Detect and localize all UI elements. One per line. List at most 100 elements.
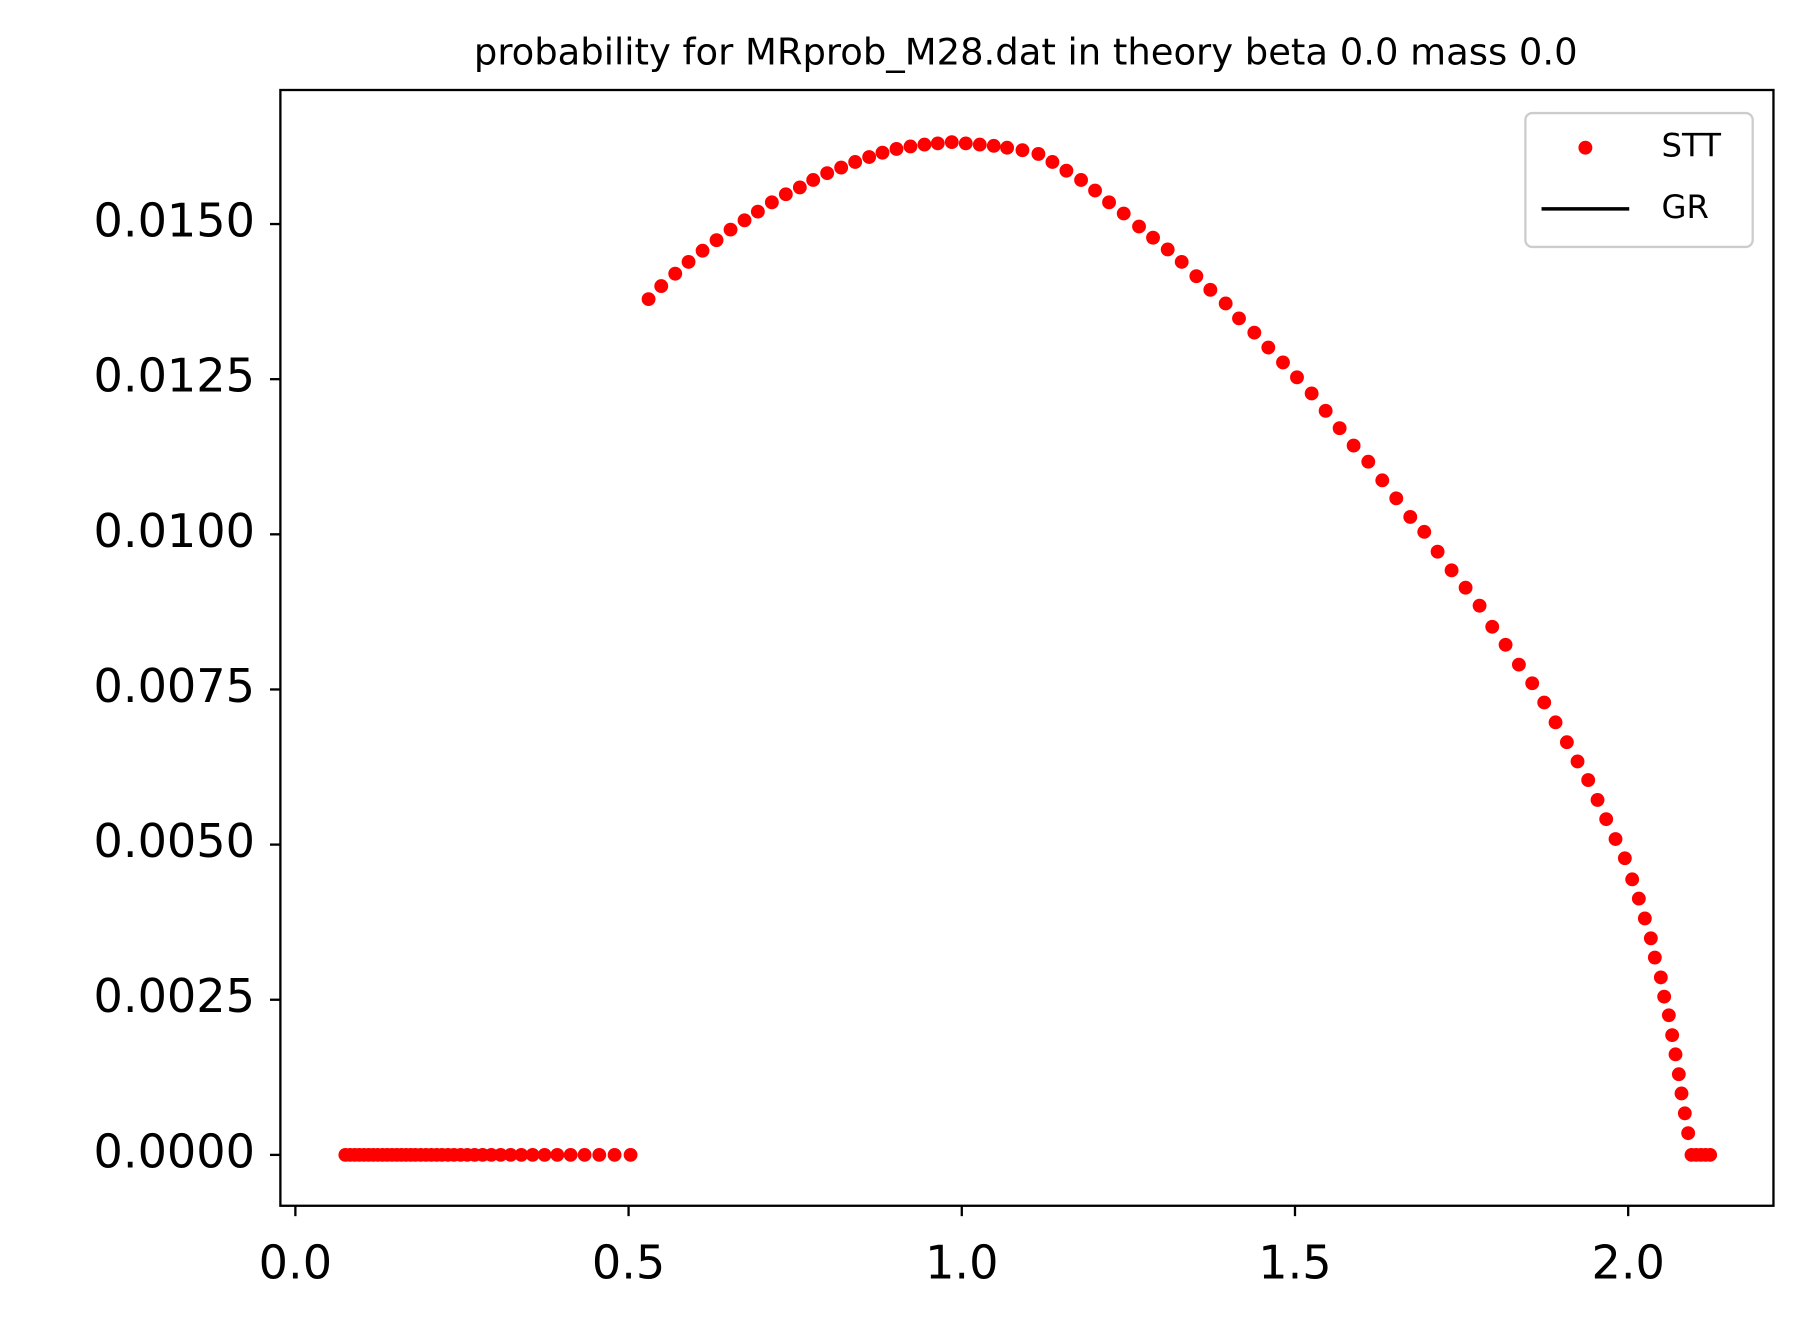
data-point — [917, 137, 932, 152]
data-point — [862, 150, 877, 164]
y-tick-label: 0.0150 — [94, 194, 255, 248]
legend-marker — [1578, 140, 1593, 155]
data-point — [1146, 230, 1160, 245]
data-point — [903, 139, 918, 154]
data-point — [1590, 792, 1605, 807]
data-point — [1174, 254, 1189, 269]
data-point — [1511, 657, 1526, 672]
plot-frame — [279, 88, 1775, 1207]
data-point — [1417, 524, 1432, 539]
y-tick-label: 0.0075 — [94, 659, 255, 713]
data-point — [944, 135, 959, 150]
data-point — [1290, 370, 1304, 385]
data-point — [1045, 155, 1060, 169]
data-point — [1247, 325, 1262, 340]
data-point — [1653, 970, 1668, 985]
x-tick-label: 2.0 — [1591, 1235, 1664, 1289]
data-point — [563, 1147, 578, 1162]
data-point — [1643, 931, 1658, 946]
data-point — [1671, 1067, 1686, 1082]
data-point — [1485, 619, 1500, 634]
x-tick-label: 0.5 — [592, 1235, 665, 1289]
data-point — [806, 173, 821, 187]
data-point — [986, 138, 1001, 153]
data-point — [1665, 1028, 1680, 1043]
data-point — [1000, 140, 1015, 155]
y-tick-label: 0.0025 — [94, 969, 255, 1023]
data-point — [1581, 773, 1596, 787]
data-point — [1681, 1126, 1696, 1141]
data-point — [1570, 754, 1585, 769]
data-point — [607, 1147, 622, 1162]
data-point — [778, 187, 793, 202]
data-point — [764, 195, 779, 210]
data-point — [1132, 219, 1146, 234]
data-point — [1674, 1086, 1689, 1101]
data-point — [623, 1147, 638, 1162]
data-point — [1375, 473, 1390, 488]
data-point — [1599, 812, 1614, 827]
data-point — [1498, 637, 1513, 652]
data-point — [1203, 282, 1218, 297]
data-point — [1015, 143, 1030, 158]
data-point — [1458, 580, 1473, 595]
data-point — [525, 1147, 540, 1162]
y-tick-label: 0.0100 — [94, 504, 255, 558]
data-point — [972, 137, 987, 152]
data-point — [1617, 851, 1632, 866]
data-point — [1304, 386, 1319, 401]
data-point — [1608, 832, 1623, 846]
data-point — [550, 1147, 565, 1162]
data-point — [1444, 563, 1459, 578]
data-point — [1389, 491, 1404, 506]
data-point — [1102, 195, 1116, 210]
data-point — [1668, 1047, 1683, 1062]
data-point — [1647, 950, 1662, 965]
data-point — [1637, 911, 1652, 926]
x-tick-label: 1.0 — [925, 1235, 998, 1289]
x-tick-label: 0.0 — [259, 1235, 332, 1289]
data-point — [820, 166, 835, 181]
data-point — [750, 204, 765, 219]
data-point — [641, 292, 656, 307]
data-point — [1276, 355, 1290, 370]
data-point — [577, 1147, 592, 1162]
data-point — [1218, 296, 1233, 311]
legend-label: GR — [1662, 188, 1709, 226]
data-point — [1403, 510, 1418, 524]
data-point — [1703, 1147, 1718, 1162]
data-point — [1559, 735, 1574, 750]
data-point — [1059, 163, 1074, 178]
data-point — [1232, 311, 1246, 326]
data-point — [1261, 340, 1276, 355]
data-point — [1525, 676, 1540, 691]
data-point — [681, 254, 696, 269]
data-point — [1631, 891, 1646, 906]
data-point — [493, 1147, 508, 1162]
data-point — [1189, 269, 1204, 284]
y-tick-label: 0.0000 — [94, 1124, 255, 1178]
data-point — [1657, 989, 1672, 1004]
data-point — [875, 145, 890, 160]
data-point — [1116, 206, 1131, 221]
data-point — [889, 142, 904, 156]
data-point — [668, 266, 683, 281]
data-point — [930, 136, 945, 151]
y-tick-label: 0.0050 — [94, 814, 255, 868]
data-point — [1346, 438, 1361, 453]
data-point — [709, 233, 724, 248]
legend-label: STT — [1662, 127, 1722, 165]
data-point — [737, 213, 752, 228]
data-point — [1160, 242, 1175, 257]
data-point — [1548, 715, 1563, 730]
data-point — [1074, 173, 1088, 187]
data-point — [1661, 1008, 1676, 1023]
data-point — [514, 1147, 529, 1162]
data-point — [1318, 403, 1333, 418]
chart-title: probability for MRprob_M28.dat in theory… — [474, 31, 1578, 74]
data-point — [1088, 183, 1102, 198]
data-point — [1677, 1106, 1692, 1121]
data-point — [958, 136, 973, 151]
